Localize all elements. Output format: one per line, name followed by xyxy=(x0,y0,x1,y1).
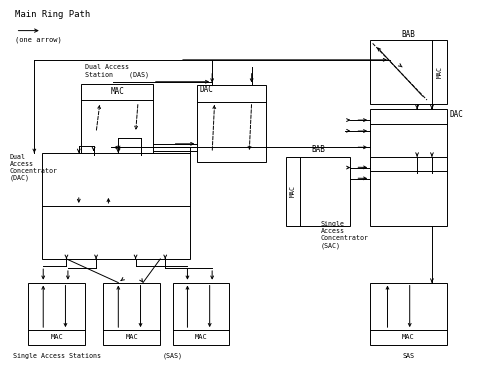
Text: Single Access Stations: Single Access Stations xyxy=(12,353,101,359)
Text: MAC: MAC xyxy=(50,335,63,340)
Bar xyxy=(28,283,85,345)
Text: DAC: DAC xyxy=(449,110,463,119)
Bar xyxy=(370,157,447,226)
Text: MAC: MAC xyxy=(194,335,207,340)
Text: MAC: MAC xyxy=(290,185,296,197)
Bar xyxy=(42,153,190,259)
Text: DAC: DAC xyxy=(200,85,213,93)
Text: (SAS): (SAS) xyxy=(162,353,182,359)
Bar xyxy=(104,283,160,345)
Bar xyxy=(172,283,230,345)
Text: BAB: BAB xyxy=(402,30,415,39)
Bar xyxy=(370,283,447,345)
Bar xyxy=(198,85,266,162)
Text: Dual Access
Station    (DAS): Dual Access Station (DAS) xyxy=(86,64,150,78)
Text: Single
Access
Concentrator
(SAC): Single Access Concentrator (SAC) xyxy=(321,222,369,249)
Text: Dual
Access
Concentrator
(DAC): Dual Access Concentrator (DAC) xyxy=(10,154,58,181)
Text: MAC: MAC xyxy=(402,335,415,340)
Text: (one arrow): (one arrow) xyxy=(14,36,62,43)
Text: SAS: SAS xyxy=(402,353,414,359)
Text: MAC: MAC xyxy=(436,66,442,78)
Bar xyxy=(286,157,350,226)
Text: MAC: MAC xyxy=(110,87,124,96)
Text: MAC: MAC xyxy=(126,335,138,340)
Text: BAB: BAB xyxy=(312,145,326,154)
Bar xyxy=(370,109,447,173)
Text: Main Ring Path: Main Ring Path xyxy=(14,10,90,19)
Bar xyxy=(370,40,447,104)
Bar xyxy=(82,84,153,155)
